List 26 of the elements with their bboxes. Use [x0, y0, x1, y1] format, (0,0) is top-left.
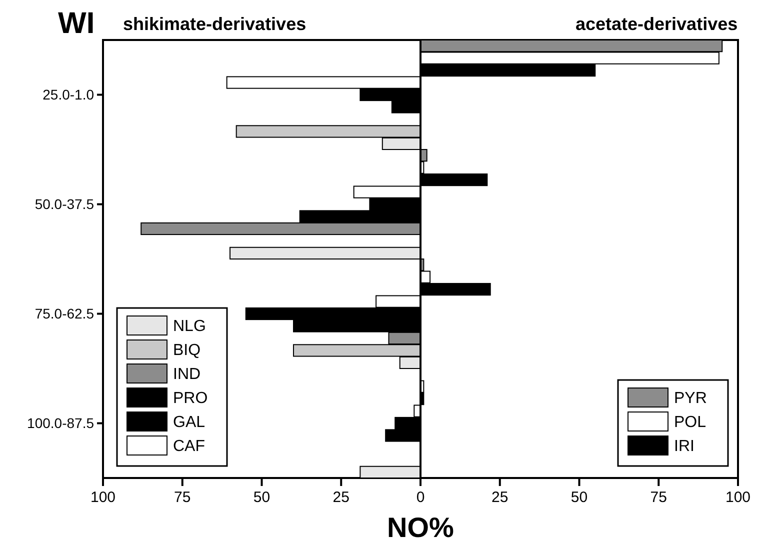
x-tick-label: 50	[570, 489, 588, 506]
text: shikimate-derivatives	[123, 14, 306, 34]
x-tick-label: 25	[332, 489, 350, 506]
x-tick-label: 75	[174, 489, 191, 506]
x-tick-label: 100	[90, 489, 116, 506]
y-tick-label: 50.0-37.5	[34, 196, 94, 212]
text: acetate-derivatives	[576, 14, 738, 34]
x-tick-label: 100	[725, 489, 751, 506]
x-tick-label: 75	[650, 489, 667, 506]
legend-label: CAF	[173, 438, 206, 455]
legend-label: NLG	[173, 318, 206, 335]
y-axis-title: WI	[58, 7, 95, 40]
legend-label: IRI	[674, 438, 694, 455]
x-tick-label: 50	[253, 489, 270, 506]
y-tick-label: 25.0-1.0	[42, 86, 94, 103]
y-tick-label: 75.0-62.5	[34, 306, 94, 322]
legend-label: IND	[173, 366, 201, 383]
x-axis-title: NO%	[387, 512, 454, 541]
legend-label: POL	[674, 414, 706, 431]
legend-label: GAL	[173, 414, 206, 431]
legend-label: PRO	[173, 390, 208, 407]
legend-label: BIQ	[173, 342, 201, 359]
x-tick-label: 25	[492, 489, 508, 506]
legend-label: PYR	[674, 390, 707, 407]
y-tick-label: 100.0-87.5	[27, 415, 94, 432]
x-tick-label: 0	[416, 489, 425, 506]
